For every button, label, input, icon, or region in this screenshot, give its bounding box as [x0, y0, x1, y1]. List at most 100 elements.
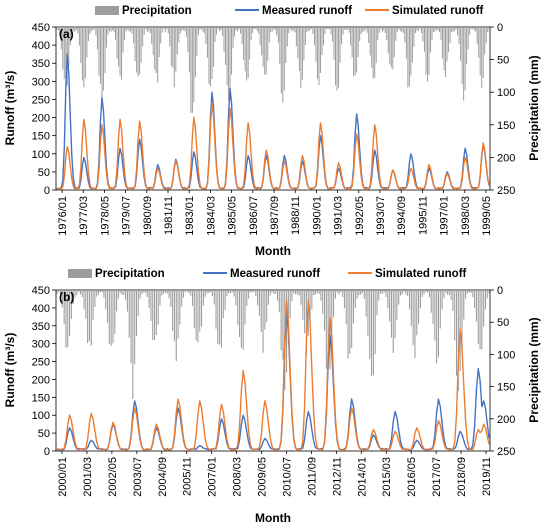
- precipitation-bar: [187, 27, 189, 53]
- precipitation-bar: [295, 290, 297, 295]
- precipitation-bar: [429, 27, 431, 53]
- precipitation-bar: [395, 27, 397, 41]
- precipitation-bar: [436, 290, 438, 364]
- precipitation-bar: [202, 27, 204, 32]
- precipitation-bar: [472, 27, 474, 29]
- x-tick-label: 1978/05: [99, 196, 111, 236]
- y-tick-label: 100: [32, 149, 50, 161]
- precipitation-bar: [404, 27, 406, 43]
- y2-axis-label: Precipitation (mm): [527, 55, 541, 160]
- precipitation-bar: [307, 27, 309, 31]
- y2-tick-label: 250: [497, 446, 515, 458]
- precipitation-bar: [114, 290, 116, 334]
- x-tick-label: 2019/11: [481, 457, 493, 496]
- y-tick-label: 400: [32, 40, 50, 52]
- precipitation-bar: [377, 27, 379, 41]
- precipitation-bar: [148, 290, 150, 309]
- precipitation-bar: [244, 27, 246, 72]
- precipitation-bar: [197, 27, 199, 35]
- precipitation-bar: [226, 27, 228, 86]
- y2-tick-label: 250: [497, 185, 515, 197]
- y-tick-label: 150: [32, 392, 50, 404]
- precipitation-bar: [360, 27, 362, 34]
- precipitation-bar: [325, 290, 327, 369]
- precipitation-bar: [365, 27, 367, 30]
- precipitation-bar: [418, 290, 420, 324]
- precipitation-bar: [411, 27, 413, 63]
- y-tick-label: 250: [32, 94, 50, 106]
- x-tick-label: 2011/09: [306, 457, 318, 496]
- precipitation-bar: [369, 27, 371, 56]
- precipitation-bar: [321, 27, 323, 56]
- precipitation-bar: [58, 290, 60, 293]
- precipitation-bar: [108, 27, 110, 32]
- precipitation-bar: [313, 27, 315, 45]
- precipitation-bar: [271, 27, 273, 32]
- precipitation-bar: [352, 290, 355, 324]
- precipitation-bar: [356, 290, 358, 299]
- precipitation-bar: [431, 27, 433, 41]
- precipitation-bar: [451, 27, 453, 33]
- y-tick-label: 300: [32, 76, 50, 88]
- precipitation-bar: [206, 290, 208, 294]
- precipitation-bar: [158, 27, 160, 58]
- precipitation-bar: [240, 27, 242, 34]
- precipitation-bar: [294, 27, 296, 33]
- precipitation-bar: [454, 27, 456, 31]
- precipitation-bar: [313, 290, 315, 296]
- x-tick-label: 2001/03: [82, 457, 94, 497]
- precipitation-bar: [201, 290, 203, 327]
- precipitation-bar: [425, 290, 427, 292]
- precipitation-bar: [212, 27, 214, 67]
- precipitation-bar: [345, 290, 347, 325]
- precipitation-bar: [78, 290, 80, 292]
- precipitation-bar: [407, 290, 409, 297]
- precipitation-bar: [173, 27, 175, 88]
- precipitation-bar: [351, 27, 353, 58]
- precipitation-bar: [255, 27, 257, 29]
- x-tick-label: 1995/11: [417, 196, 429, 235]
- precipitation-bar: [402, 27, 404, 33]
- precipitation-bar: [340, 290, 342, 293]
- precipitation-bar: [436, 27, 438, 30]
- precipitation-bar: [475, 290, 477, 322]
- y-tick-label: 350: [32, 58, 50, 70]
- legend-label-simulated: Simulated runoff: [375, 268, 467, 280]
- precipitation-bar: [140, 27, 142, 63]
- precipitation-bar: [89, 27, 91, 35]
- y-tick-label: 0: [44, 446, 50, 458]
- precipitation-bar: [101, 27, 103, 105]
- precipitation-bar: [449, 27, 451, 44]
- precipitation-bar: [155, 290, 157, 335]
- precipitation-bar: [231, 27, 233, 75]
- precipitation-bars: [56, 27, 490, 113]
- precipitation-bar: [440, 27, 442, 40]
- precipitation-bar: [485, 27, 487, 44]
- precipitation-bar: [360, 290, 362, 295]
- precipitation-bar: [56, 290, 58, 295]
- precipitation-bar: [145, 27, 147, 30]
- precipitation-bar: [384, 27, 386, 34]
- precipitation-bar: [179, 290, 181, 325]
- x-tick-label: 1986/07: [248, 196, 260, 236]
- precipitation-bar: [92, 290, 94, 320]
- precipitation-bar: [103, 290, 105, 298]
- precipitation-bar: [77, 27, 79, 34]
- precipitation-bar: [275, 290, 277, 294]
- legend: Precipitation Measured runoff Simulated ru…: [95, 5, 484, 17]
- precipitation-bar: [320, 290, 322, 301]
- precipitation-bar: [331, 290, 333, 347]
- precipitation-bar: [87, 290, 89, 344]
- precipitation-bar: [96, 290, 98, 297]
- x-tick-label: 2012/11: [331, 457, 343, 496]
- precipitation-bar: [125, 290, 127, 301]
- precipitation-bar: [273, 27, 275, 29]
- precipitation-bar: [112, 290, 114, 344]
- precipitation-bar: [78, 27, 80, 46]
- precipitation-bar: [349, 290, 351, 354]
- y2-tick-label: 50: [497, 55, 509, 67]
- precipitation-bar: [472, 290, 474, 298]
- precipitation-bar: [270, 27, 272, 33]
- precipitation-bar: [57, 27, 59, 31]
